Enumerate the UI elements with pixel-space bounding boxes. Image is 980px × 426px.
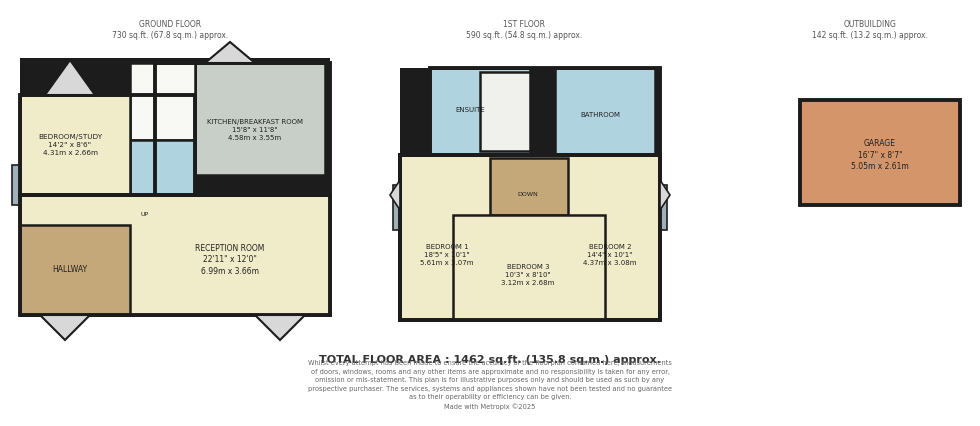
Polygon shape <box>255 315 305 340</box>
Bar <box>20 225 130 315</box>
Bar <box>430 68 660 155</box>
Bar <box>660 185 667 230</box>
Polygon shape <box>390 180 400 210</box>
Text: GARAGE
16'7" x 8'7"
5.05m x 2.61m: GARAGE 16'7" x 8'7" 5.05m x 2.61m <box>851 139 908 171</box>
Text: BEDROOM 1
18'5" x 10'1"
5.61m x 3.07m: BEDROOM 1 18'5" x 10'1" 5.61m x 3.07m <box>420 244 473 266</box>
Bar <box>453 215 605 320</box>
Bar <box>400 155 660 320</box>
Text: BEDROOM/STUDY
14'2" x 8'6"
4.31m x 2.66m: BEDROOM/STUDY 14'2" x 8'6" 4.31m x 2.66m <box>38 134 102 156</box>
Bar <box>20 58 330 316</box>
Polygon shape <box>660 180 670 210</box>
Text: ENSUITE: ENSUITE <box>455 107 485 113</box>
Bar <box>20 95 195 195</box>
Bar <box>130 63 195 140</box>
Bar <box>130 195 195 230</box>
Bar <box>155 63 195 195</box>
Text: Whilst every attempt has been made to ensure the accuracy of the floorplan conta: Whilst every attempt has been made to en… <box>308 360 672 410</box>
Bar <box>20 195 330 315</box>
Bar <box>400 68 660 155</box>
Polygon shape <box>205 42 255 63</box>
Text: HALLWAY: HALLWAY <box>53 265 87 274</box>
Text: 1ST FLOOR
590 sq.ft. (54.8 sq.m.) approx.: 1ST FLOOR 590 sq.ft. (54.8 sq.m.) approx… <box>466 20 582 40</box>
Bar <box>155 63 330 195</box>
Bar <box>20 195 330 315</box>
Text: KITCHEN/BREAKFAST ROOM
15'8" x 11'8"
4.58m x 3.55m: KITCHEN/BREAKFAST ROOM 15'8" x 11'8" 4.5… <box>207 119 303 141</box>
Bar <box>480 72 530 151</box>
Text: OUTBUILDING
142 sq.ft. (13.2 sq.m.) approx.: OUTBUILDING 142 sq.ft. (13.2 sq.m.) appr… <box>812 20 928 40</box>
Text: UP: UP <box>141 213 149 218</box>
Bar <box>393 185 400 230</box>
Text: BEDROOM 3
10'3" x 8'10"
3.12m x 2.68m: BEDROOM 3 10'3" x 8'10" 3.12m x 2.68m <box>502 264 555 286</box>
Bar <box>400 155 660 320</box>
Text: TOTAL FLOOR AREA : 1462 sq.ft. (135.8 sq.m.) approx.: TOTAL FLOOR AREA : 1462 sq.ft. (135.8 sq… <box>319 355 661 365</box>
Bar <box>490 158 568 215</box>
Polygon shape <box>45 60 95 95</box>
Text: BEDROOM 2
14'4" x 10'1"
4.37m x 3.08m: BEDROOM 2 14'4" x 10'1" 4.37m x 3.08m <box>583 244 637 266</box>
Bar <box>430 68 530 155</box>
Bar <box>800 100 960 205</box>
Bar <box>20 95 130 195</box>
Text: GROUND FLOOR
730 sq.ft. (67.8 sq.m.) approx.: GROUND FLOOR 730 sq.ft. (67.8 sq.m.) app… <box>112 20 228 40</box>
Bar <box>130 140 195 195</box>
Text: RECEPTION ROOM
22'11" x 12'0"
6.99m x 3.66m: RECEPTION ROOM 22'11" x 12'0" 6.99m x 3.… <box>195 244 265 276</box>
Bar <box>12 165 20 205</box>
Bar <box>195 63 325 175</box>
Polygon shape <box>40 315 90 340</box>
Text: BATHROOM: BATHROOM <box>580 112 620 118</box>
Text: DOWN: DOWN <box>517 193 538 198</box>
Bar <box>555 68 655 155</box>
